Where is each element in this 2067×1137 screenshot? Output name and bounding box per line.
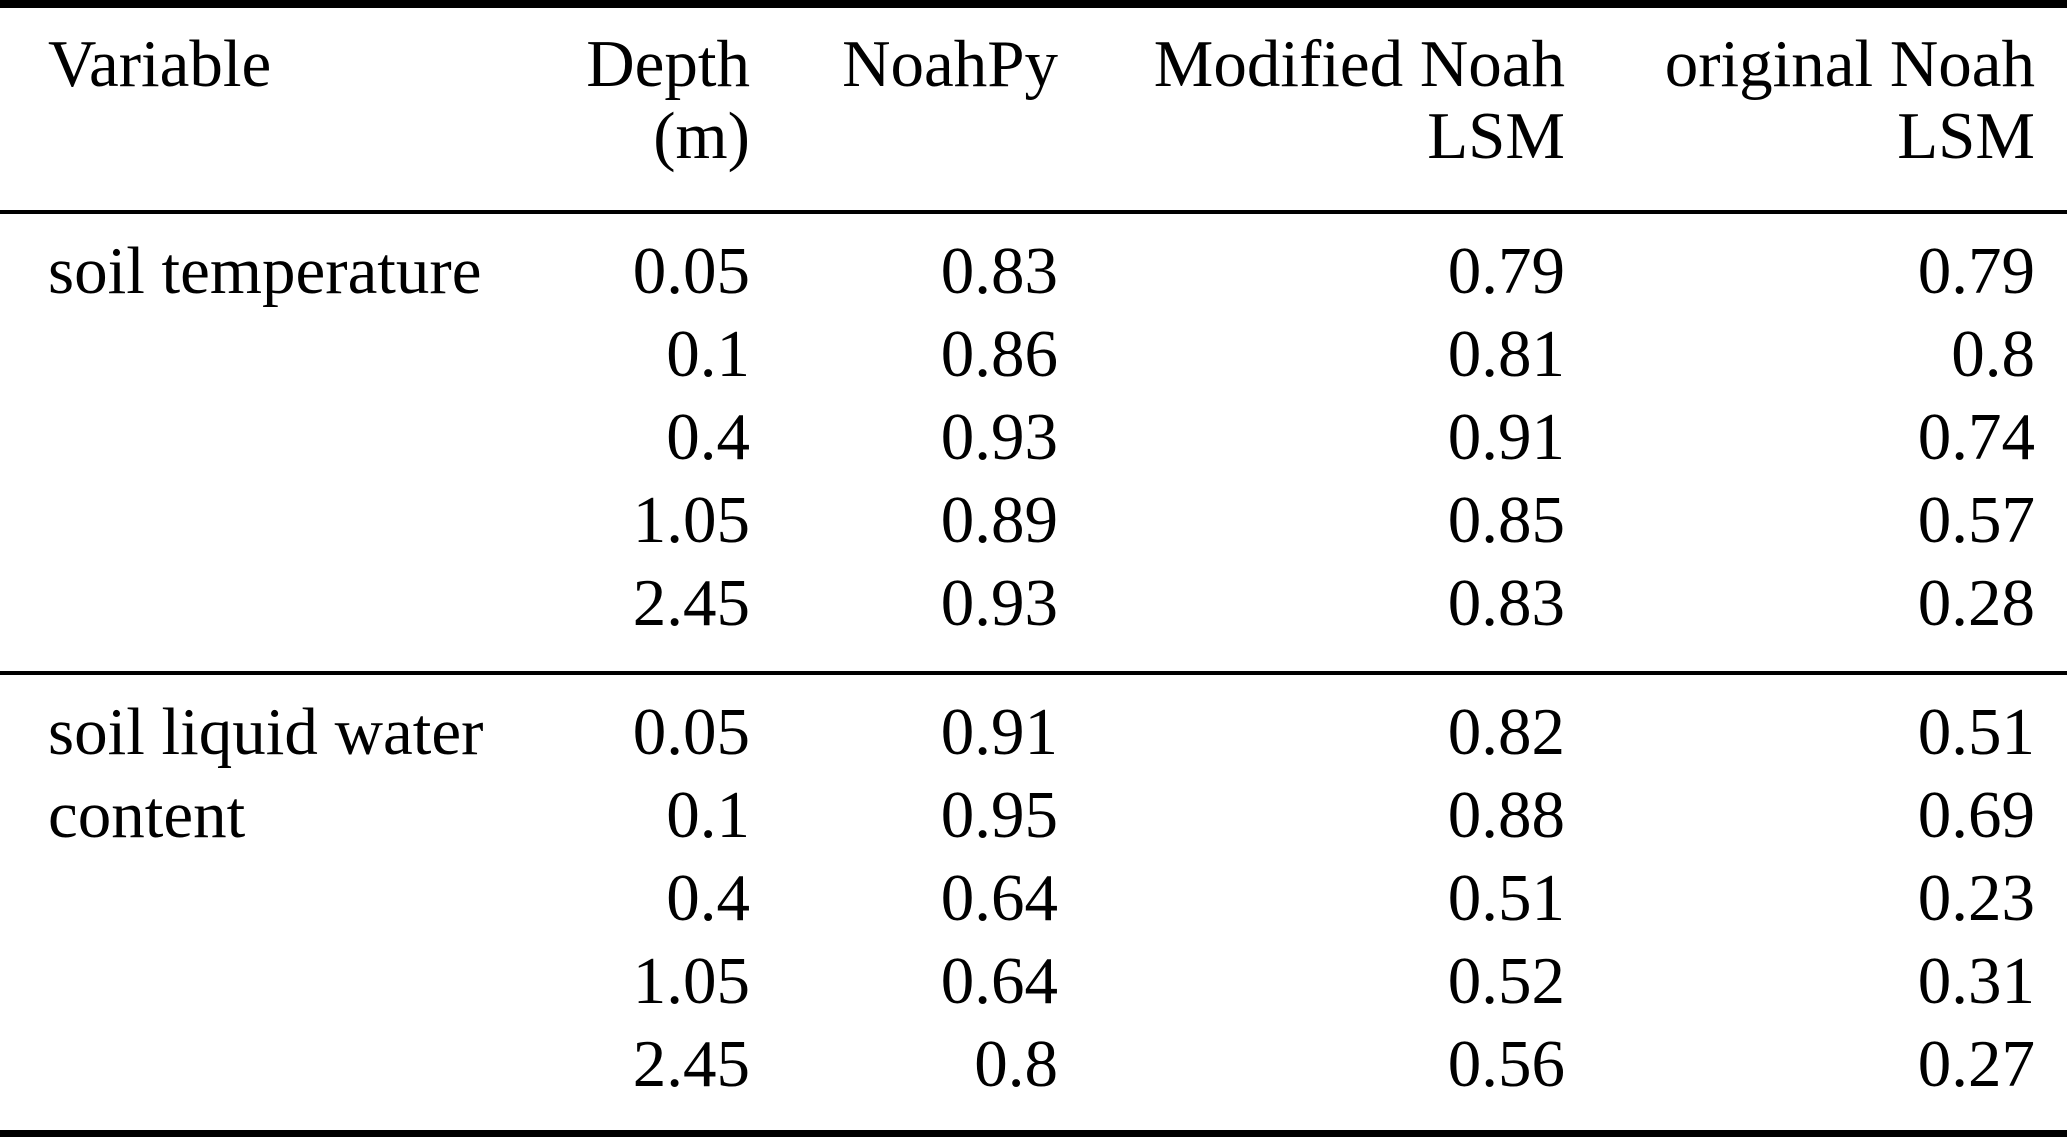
header-variable: Variable [0, 28, 470, 172]
table-header: Variable Depth (m) NoahPy Modified Noah … [0, 8, 2067, 210]
noahpy-cell: 0.89 [940, 483, 1058, 557]
depth-cell: 0.05 [632, 234, 750, 308]
variable-cell [0, 940, 470, 1023]
table-row: 2.45 0.8 0.56 0.27 [0, 1023, 2067, 1106]
original-noah-lsm-cell: 0.31 [1917, 944, 2035, 1018]
noahpy-cell: 0.8 [974, 1027, 1058, 1101]
header-depth-line1: Depth [586, 27, 750, 101]
original-noah-lsm-cell: 0.74 [1917, 400, 2035, 474]
modified-noah-lsm-cell: 0.82 [1447, 695, 1565, 769]
modified-noah-lsm-cell: 0.91 [1447, 400, 1565, 474]
variable-cell [0, 396, 470, 479]
depth-cell: 0.1 [666, 778, 750, 852]
variable-cell: content [48, 778, 246, 852]
table-row: 0.1 0.86 0.81 0.8 [0, 313, 2067, 396]
depth-cell: 2.45 [632, 1027, 750, 1101]
depth-cell: 0.05 [632, 695, 750, 769]
modified-noah-lsm-cell: 0.88 [1447, 778, 1565, 852]
noahpy-cell: 0.64 [940, 861, 1058, 935]
table-row: content 0.1 0.95 0.88 0.69 [0, 774, 2067, 857]
soil-liquid-water-content-rows: soil liquid water 0.05 0.91 0.82 0.51 co… [0, 691, 2067, 1106]
depth-cell: 2.45 [632, 566, 750, 640]
header-original-line1: original Noah [1664, 27, 2035, 101]
variable-cell [0, 857, 470, 940]
section-soil-liquid-water-content: soil liquid water 0.05 0.91 0.82 0.51 co… [0, 675, 2067, 1130]
noahpy-cell: 0.93 [940, 400, 1058, 474]
header-variable-label: Variable [48, 27, 272, 101]
noahpy-cell: 0.86 [940, 317, 1058, 391]
header-modified-noah-lsm: Modified Noah LSM [1058, 28, 1565, 172]
modified-noah-lsm-cell: 0.81 [1447, 317, 1565, 391]
depth-cell: 0.1 [666, 317, 750, 391]
modified-noah-lsm-cell: 0.51 [1447, 861, 1565, 935]
original-noah-lsm-cell: 0.51 [1917, 695, 2035, 769]
table-row: 2.45 0.93 0.83 0.28 [0, 562, 2067, 645]
modified-noah-lsm-cell: 0.79 [1447, 234, 1565, 308]
header-row: Variable Depth (m) NoahPy Modified Noah … [0, 28, 2067, 172]
original-noah-lsm-cell: 0.57 [1917, 483, 2035, 557]
table-row: 1.05 0.64 0.52 0.31 [0, 940, 2067, 1023]
table-header-grid: Variable Depth (m) NoahPy Modified Noah … [0, 28, 2067, 172]
header-depth: Depth (m) [470, 28, 750, 172]
table-bottom-rule [0, 1130, 2067, 1137]
header-depth-line2: (m) [653, 99, 750, 173]
header-original-noah-lsm: original Noah LSM [1565, 28, 2067, 172]
original-noah-lsm-cell: 0.23 [1917, 861, 2035, 935]
variable-cell [0, 313, 470, 396]
header-noahpy-label: NoahPy [842, 27, 1058, 101]
original-noah-lsm-cell: 0.28 [1917, 566, 2035, 640]
depth-cell: 1.05 [632, 483, 750, 557]
table-row: 0.4 0.93 0.91 0.74 [0, 396, 2067, 479]
header-modified-line2: LSM [1427, 99, 1565, 173]
header-modified-line1: Modified Noah [1153, 27, 1565, 101]
section-separator-rule [0, 671, 2067, 675]
table-row: soil temperature 0.05 0.83 0.79 0.79 [0, 230, 2067, 313]
depth-cell: 0.4 [666, 861, 750, 935]
soil-temperature-rows: soil temperature 0.05 0.83 0.79 0.79 0.1… [0, 230, 2067, 645]
variable-cell [0, 562, 470, 645]
original-noah-lsm-cell: 0.69 [1917, 778, 2035, 852]
section-soil-temperature: soil temperature 0.05 0.83 0.79 0.79 0.1… [0, 214, 2067, 671]
variable-cell [0, 1023, 470, 1106]
header-separator-rule [0, 210, 2067, 214]
noahpy-cell: 0.91 [940, 695, 1058, 769]
table-row: 0.4 0.64 0.51 0.23 [0, 857, 2067, 940]
modified-noah-lsm-cell: 0.56 [1447, 1027, 1565, 1101]
original-noah-lsm-cell: 0.27 [1917, 1027, 2035, 1101]
modified-noah-lsm-cell: 0.52 [1447, 944, 1565, 1018]
variable-cell: soil liquid water [48, 695, 484, 769]
modified-noah-lsm-cell: 0.85 [1447, 483, 1565, 557]
variable-cell: soil temperature [48, 234, 482, 308]
original-noah-lsm-cell: 0.8 [1951, 317, 2035, 391]
table-row: 1.05 0.89 0.85 0.57 [0, 479, 2067, 562]
variable-cell [0, 479, 470, 562]
depth-cell: 1.05 [632, 944, 750, 1018]
original-noah-lsm-cell: 0.79 [1917, 234, 2035, 308]
noahpy-cell: 0.95 [940, 778, 1058, 852]
noahpy-cell: 0.93 [940, 566, 1058, 640]
modified-noah-lsm-cell: 0.83 [1447, 566, 1565, 640]
header-noahpy: NoahPy [750, 28, 1058, 172]
header-original-line2: LSM [1897, 99, 2035, 173]
noahpy-cell: 0.64 [940, 944, 1058, 1018]
table-top-rule [0, 0, 2067, 8]
table-row: soil liquid water 0.05 0.91 0.82 0.51 [0, 691, 2067, 774]
noahpy-cell: 0.83 [940, 234, 1058, 308]
depth-cell: 0.4 [666, 400, 750, 474]
